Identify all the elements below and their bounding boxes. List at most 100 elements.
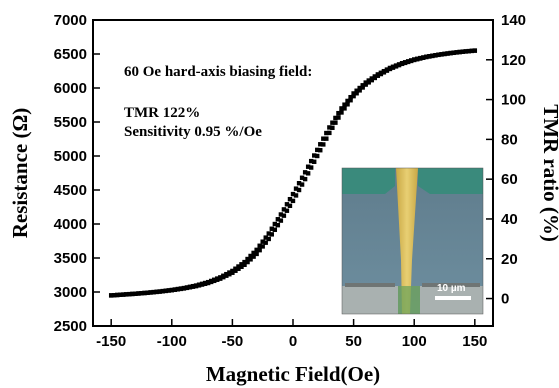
data-point [408, 58, 414, 64]
data-point [396, 62, 402, 68]
x-tick-label: -150 [96, 333, 126, 350]
data-point [245, 259, 250, 265]
data-point [324, 130, 329, 136]
data-point [278, 212, 284, 217]
data-point [412, 57, 417, 63]
data-point [112, 292, 117, 298]
data-point [293, 193, 299, 198]
data-point [184, 285, 190, 291]
x-axis-ticks: -150 -100 -50 0 50 100 150 [96, 319, 487, 350]
inset-scale-label: 10 µm [437, 283, 466, 294]
data-point [278, 218, 284, 223]
data-point [221, 274, 226, 280]
data-point [381, 70, 387, 75]
data-point [133, 291, 138, 296]
y2-tick-label: 140 [501, 12, 526, 29]
data-point [287, 196, 293, 202]
data-point [118, 292, 123, 297]
data-point [139, 291, 144, 296]
y-tick-label: 2500 [54, 318, 87, 335]
data-point [342, 102, 347, 107]
data-point [275, 222, 281, 228]
data-point [308, 165, 314, 170]
data-point [260, 239, 265, 244]
data-point [315, 153, 320, 159]
data-point [205, 280, 211, 286]
data-point [433, 53, 438, 58]
data-point [272, 227, 278, 232]
data-point [360, 85, 365, 90]
data-point [257, 243, 262, 248]
data-point [108, 293, 114, 298]
data-point [196, 283, 202, 288]
data-point [287, 203, 293, 209]
data-point [208, 279, 214, 285]
data-point [345, 102, 350, 107]
data-point [399, 61, 405, 67]
data-point [330, 120, 335, 125]
data-point [357, 88, 362, 93]
data-point [430, 53, 435, 59]
data-point [269, 232, 274, 237]
data-point [190, 284, 196, 289]
y2-tick-label: 20 [501, 251, 518, 268]
y2-tick-label: 80 [501, 131, 518, 148]
data-point [175, 287, 181, 292]
y-tick-label: 4500 [54, 182, 87, 199]
data-point [327, 130, 332, 136]
data-point [263, 240, 268, 245]
y2-tick-label: 0 [501, 291, 509, 308]
data-point [130, 291, 135, 297]
data-point [333, 120, 338, 125]
data-point [178, 286, 184, 292]
x-tick-label: 50 [345, 333, 362, 350]
data-point [466, 48, 471, 54]
data-point [154, 289, 159, 295]
data-point [199, 282, 205, 287]
data-point [296, 187, 302, 193]
data-point [299, 182, 305, 187]
data-point [187, 285, 193, 290]
data-point [378, 71, 384, 77]
data-point [299, 175, 305, 180]
data-point [193, 283, 199, 289]
data-point [124, 292, 129, 297]
data-point [339, 106, 344, 111]
y2-axis-ticks: 0 20 40 60 80 100 120 140 [486, 12, 526, 308]
data-point [333, 115, 338, 121]
data-point [336, 115, 341, 120]
y2-tick-label: 120 [501, 52, 526, 69]
data-point [218, 276, 223, 281]
data-point [342, 106, 347, 111]
data-point [290, 198, 296, 204]
data-point [142, 290, 147, 296]
data-point [230, 270, 235, 275]
data-point [469, 48, 474, 54]
data-point [242, 259, 247, 265]
data-point [284, 208, 290, 213]
data-point [354, 91, 359, 96]
y-tick-label: 3500 [54, 250, 87, 267]
data-point [236, 264, 241, 269]
data-point [281, 207, 287, 212]
data-point [248, 253, 253, 259]
data-point [121, 292, 126, 297]
annotation-sensitivity: Sensitivity 0.95 %/Oe [124, 124, 262, 140]
data-point [181, 286, 187, 291]
data-point [321, 142, 326, 147]
data-points [108, 48, 478, 298]
data-point [284, 202, 290, 207]
x-tick-label: 0 [289, 333, 297, 350]
data-point [405, 59, 411, 65]
data-point [472, 48, 478, 53]
inset-scale-bar [435, 296, 471, 300]
y-tick-label: 5000 [54, 148, 87, 165]
x-tick-label: 100 [402, 333, 427, 350]
data-point [151, 290, 156, 295]
data-point [157, 289, 162, 294]
x-tick-label: -100 [157, 333, 187, 350]
data-point [293, 186, 299, 191]
data-point [448, 50, 453, 56]
data-point [451, 50, 456, 56]
